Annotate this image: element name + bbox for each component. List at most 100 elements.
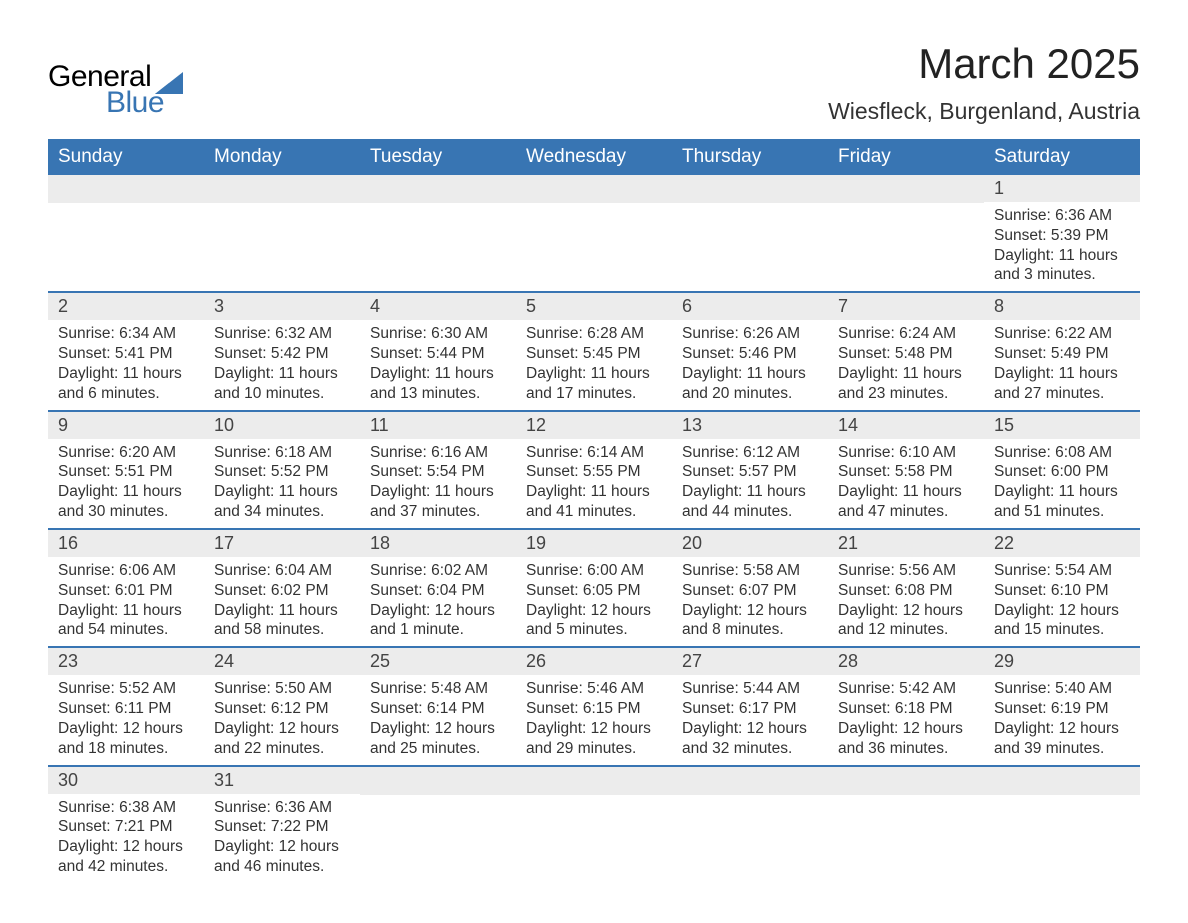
calendar-day: 5Sunrise: 6:28 AMSunset: 5:45 PMDaylight… — [516, 293, 672, 409]
day-number: 17 — [204, 530, 360, 557]
day-number — [828, 767, 984, 795]
sunrise-line: Sunrise: 5:48 AM — [370, 679, 506, 699]
month-title: March 2025 — [828, 40, 1140, 88]
day-body: Sunrise: 6:36 AMSunset: 5:39 PMDaylight:… — [984, 202, 1140, 291]
daylight-line: Daylight: 11 hours and 23 minutes. — [838, 364, 974, 404]
daylight-line: Daylight: 12 hours and 29 minutes. — [526, 719, 662, 759]
day-body — [516, 203, 672, 213]
day-number: 6 — [672, 293, 828, 320]
daylight-line: Daylight: 11 hours and 17 minutes. — [526, 364, 662, 404]
sunset-line: Sunset: 5:54 PM — [370, 462, 506, 482]
sunrise-line: Sunrise: 6:18 AM — [214, 443, 350, 463]
day-body: Sunrise: 6:04 AMSunset: 6:02 PMDaylight:… — [204, 557, 360, 646]
col-sunday: Sunday — [48, 139, 204, 175]
daylight-line: Daylight: 11 hours and 41 minutes. — [526, 482, 662, 522]
day-number: 8 — [984, 293, 1140, 320]
calendar-day — [516, 175, 672, 291]
sunrise-line: Sunrise: 6:06 AM — [58, 561, 194, 581]
sunset-line: Sunset: 6:04 PM — [370, 581, 506, 601]
day-body: Sunrise: 6:32 AMSunset: 5:42 PMDaylight:… — [204, 320, 360, 409]
sunset-line: Sunset: 6:18 PM — [838, 699, 974, 719]
day-number — [672, 767, 828, 795]
calendar-day: 2Sunrise: 6:34 AMSunset: 5:41 PMDaylight… — [48, 293, 204, 409]
calendar-day: 15Sunrise: 6:08 AMSunset: 6:00 PMDayligh… — [984, 412, 1140, 528]
sunrise-line: Sunrise: 6:36 AM — [994, 206, 1130, 226]
sunset-line: Sunset: 7:22 PM — [214, 817, 350, 837]
day-number: 1 — [984, 175, 1140, 202]
calendar-day: 19Sunrise: 6:00 AMSunset: 6:05 PMDayligh… — [516, 530, 672, 646]
daylight-line: Daylight: 11 hours and 34 minutes. — [214, 482, 350, 522]
day-body: Sunrise: 6:10 AMSunset: 5:58 PMDaylight:… — [828, 439, 984, 528]
calendar-day — [828, 175, 984, 291]
sunset-line: Sunset: 6:17 PM — [682, 699, 818, 719]
day-body: Sunrise: 6:00 AMSunset: 6:05 PMDaylight:… — [516, 557, 672, 646]
calendar-day: 9Sunrise: 6:20 AMSunset: 5:51 PMDaylight… — [48, 412, 204, 528]
sunset-line: Sunset: 6:14 PM — [370, 699, 506, 719]
daylight-line: Daylight: 12 hours and 8 minutes. — [682, 601, 818, 641]
day-body — [672, 795, 828, 805]
daylight-line: Daylight: 11 hours and 6 minutes. — [58, 364, 194, 404]
sunset-line: Sunset: 6:19 PM — [994, 699, 1130, 719]
calendar-day: 14Sunrise: 6:10 AMSunset: 5:58 PMDayligh… — [828, 412, 984, 528]
sunrise-line: Sunrise: 5:46 AM — [526, 679, 662, 699]
calendar-day: 29Sunrise: 5:40 AMSunset: 6:19 PMDayligh… — [984, 648, 1140, 764]
daylight-line: Daylight: 11 hours and 30 minutes. — [58, 482, 194, 522]
col-tuesday: Tuesday — [360, 139, 516, 175]
day-body: Sunrise: 6:16 AMSunset: 5:54 PMDaylight:… — [360, 439, 516, 528]
day-body: Sunrise: 6:26 AMSunset: 5:46 PMDaylight:… — [672, 320, 828, 409]
calendar-week: 9Sunrise: 6:20 AMSunset: 5:51 PMDaylight… — [48, 410, 1140, 528]
day-number — [360, 767, 516, 795]
sunrise-line: Sunrise: 5:58 AM — [682, 561, 818, 581]
calendar-day — [672, 767, 828, 883]
calendar-header-row: Sunday Monday Tuesday Wednesday Thursday… — [48, 139, 1140, 175]
logo-text-blue: Blue — [106, 86, 183, 120]
day-number: 3 — [204, 293, 360, 320]
calendar-day: 4Sunrise: 6:30 AMSunset: 5:44 PMDaylight… — [360, 293, 516, 409]
day-body: Sunrise: 5:56 AMSunset: 6:08 PMDaylight:… — [828, 557, 984, 646]
col-friday: Friday — [828, 139, 984, 175]
weeks-container: 1Sunrise: 6:36 AMSunset: 5:39 PMDaylight… — [48, 175, 1140, 883]
day-body: Sunrise: 5:52 AMSunset: 6:11 PMDaylight:… — [48, 675, 204, 764]
day-body — [828, 203, 984, 213]
sunset-line: Sunset: 5:52 PM — [214, 462, 350, 482]
day-body: Sunrise: 6:20 AMSunset: 5:51 PMDaylight:… — [48, 439, 204, 528]
day-number: 31 — [204, 767, 360, 794]
sunrise-line: Sunrise: 6:38 AM — [58, 798, 194, 818]
day-body: Sunrise: 5:40 AMSunset: 6:19 PMDaylight:… — [984, 675, 1140, 764]
sunrise-line: Sunrise: 6:10 AM — [838, 443, 974, 463]
day-body: Sunrise: 5:50 AMSunset: 6:12 PMDaylight:… — [204, 675, 360, 764]
day-number: 21 — [828, 530, 984, 557]
calendar-day: 20Sunrise: 5:58 AMSunset: 6:07 PMDayligh… — [672, 530, 828, 646]
day-number: 22 — [984, 530, 1140, 557]
sunset-line: Sunset: 5:39 PM — [994, 226, 1130, 246]
sunrise-line: Sunrise: 5:56 AM — [838, 561, 974, 581]
day-body — [360, 795, 516, 805]
sunset-line: Sunset: 6:02 PM — [214, 581, 350, 601]
daylight-line: Daylight: 12 hours and 39 minutes. — [994, 719, 1130, 759]
day-body: Sunrise: 6:22 AMSunset: 5:49 PMDaylight:… — [984, 320, 1140, 409]
calendar-day: 21Sunrise: 5:56 AMSunset: 6:08 PMDayligh… — [828, 530, 984, 646]
day-number: 28 — [828, 648, 984, 675]
calendar-day — [984, 767, 1140, 883]
day-body: Sunrise: 6:36 AMSunset: 7:22 PMDaylight:… — [204, 794, 360, 883]
day-number: 26 — [516, 648, 672, 675]
sunrise-line: Sunrise: 6:30 AM — [370, 324, 506, 344]
daylight-line: Daylight: 12 hours and 1 minute. — [370, 601, 506, 641]
day-body: Sunrise: 5:58 AMSunset: 6:07 PMDaylight:… — [672, 557, 828, 646]
daylight-line: Daylight: 12 hours and 5 minutes. — [526, 601, 662, 641]
daylight-line: Daylight: 11 hours and 54 minutes. — [58, 601, 194, 641]
day-body — [672, 203, 828, 213]
day-number — [516, 175, 672, 203]
daylight-line: Daylight: 12 hours and 22 minutes. — [214, 719, 350, 759]
header: General Blue March 2025 Wiesfleck, Burge… — [48, 40, 1140, 125]
daylight-line: Daylight: 12 hours and 12 minutes. — [838, 601, 974, 641]
col-monday: Monday — [204, 139, 360, 175]
calendar-day: 16Sunrise: 6:06 AMSunset: 6:01 PMDayligh… — [48, 530, 204, 646]
sunrise-line: Sunrise: 6:00 AM — [526, 561, 662, 581]
sunset-line: Sunset: 6:11 PM — [58, 699, 194, 719]
sunrise-line: Sunrise: 6:36 AM — [214, 798, 350, 818]
day-number: 30 — [48, 767, 204, 794]
day-number: 24 — [204, 648, 360, 675]
sunset-line: Sunset: 5:49 PM — [994, 344, 1130, 364]
day-body — [48, 203, 204, 213]
